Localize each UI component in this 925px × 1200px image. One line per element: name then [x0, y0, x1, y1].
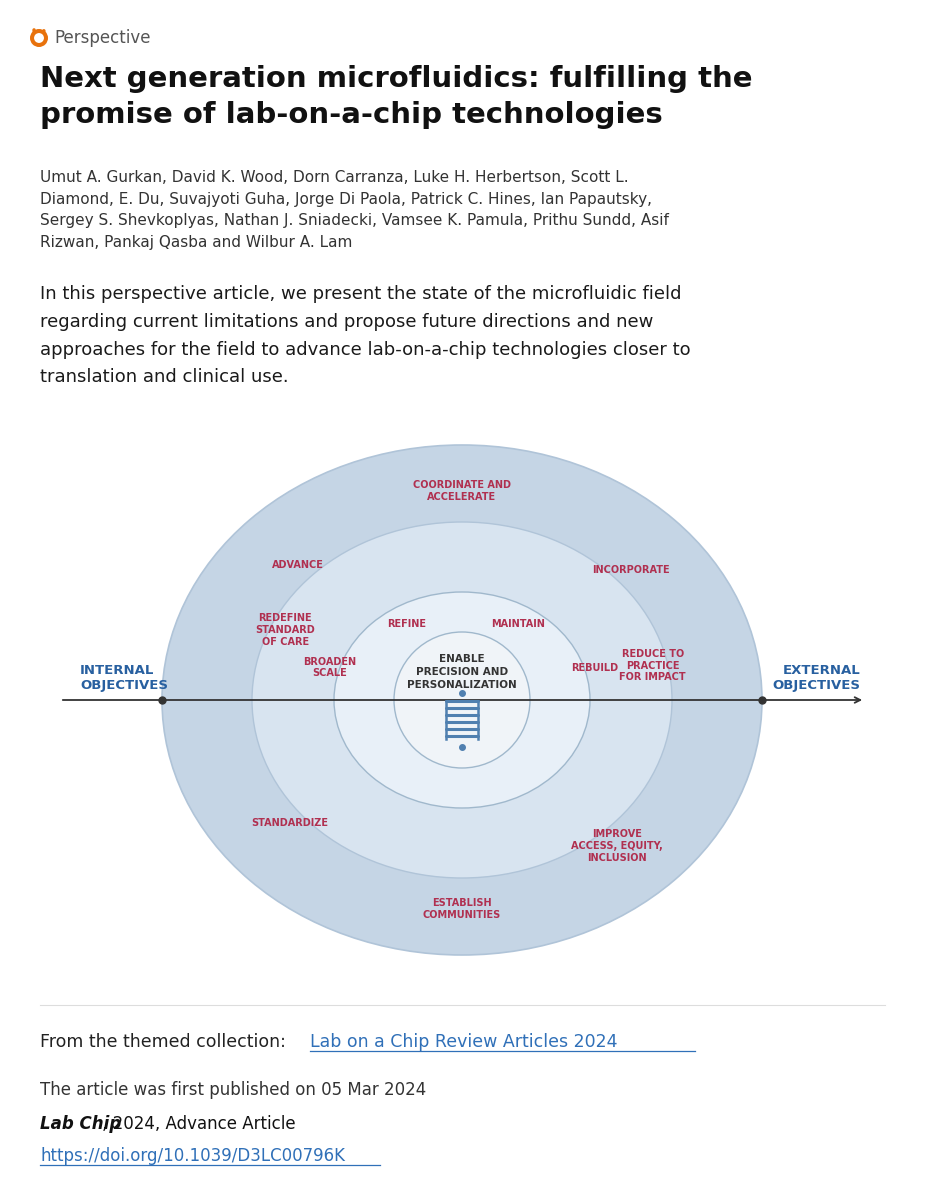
Ellipse shape	[252, 522, 672, 878]
Text: ADVANCE: ADVANCE	[272, 560, 324, 570]
Text: REBUILD: REBUILD	[571, 662, 618, 673]
Circle shape	[30, 29, 48, 47]
Text: Lab on a Chip Review Articles 2024: Lab on a Chip Review Articles 2024	[310, 1033, 618, 1051]
Text: Perspective: Perspective	[54, 29, 151, 47]
Text: ESTABLISH
COMMUNITIES: ESTABLISH COMMUNITIES	[423, 899, 501, 920]
Text: Next generation microfluidics: fulfilling the
promise of lab-on-a-chip technolog: Next generation microfluidics: fulfillin…	[40, 65, 753, 128]
Text: INTERNAL
OBJECTIVES: INTERNAL OBJECTIVES	[80, 664, 168, 692]
Ellipse shape	[334, 592, 590, 808]
Text: From the themed collection:: From the themed collection:	[40, 1033, 297, 1051]
Text: ENABLE
PRECISION AND
PERSONALIZATION: ENABLE PRECISION AND PERSONALIZATION	[407, 654, 517, 690]
Text: Umut A. Gurkan, David K. Wood, Dorn Carranza, Luke H. Herbertson, Scott L.
Diamo: Umut A. Gurkan, David K. Wood, Dorn Carr…	[40, 170, 669, 250]
Text: REFINE: REFINE	[387, 619, 426, 629]
Text: COORDINATE AND
ACCELERATE: COORDINATE AND ACCELERATE	[413, 480, 511, 502]
Text: In this perspective article, we present the state of the microfluidic field
rega: In this perspective article, we present …	[40, 284, 691, 386]
Circle shape	[394, 632, 530, 768]
Text: https://doi.org/10.1039/D3LC00796K: https://doi.org/10.1039/D3LC00796K	[40, 1147, 345, 1165]
Text: MAINTAIN: MAINTAIN	[490, 619, 545, 629]
Text: Lab Chip: Lab Chip	[40, 1115, 121, 1133]
Text: IMPROVE
ACCESS, EQUITY,
INCLUSION: IMPROVE ACCESS, EQUITY, INCLUSION	[571, 829, 662, 863]
Text: , 2024, Advance Article: , 2024, Advance Article	[102, 1115, 296, 1133]
Text: EXTERNAL
OBJECTIVES: EXTERNAL OBJECTIVES	[772, 664, 860, 692]
Text: The article was first published on 05 Mar 2024: The article was first published on 05 Ma…	[40, 1081, 426, 1099]
Circle shape	[34, 34, 44, 43]
Text: BROADEN
SCALE: BROADEN SCALE	[302, 656, 356, 678]
Ellipse shape	[162, 445, 762, 955]
Text: REDEFINE
STANDARD
OF CARE: REDEFINE STANDARD OF CARE	[255, 613, 315, 647]
Text: STANDARDIZE: STANDARDIZE	[252, 818, 328, 828]
Text: INCORPORATE: INCORPORATE	[593, 565, 671, 575]
Text: REDUCE TO
PRACTICE
FOR IMPACT: REDUCE TO PRACTICE FOR IMPACT	[620, 649, 686, 682]
